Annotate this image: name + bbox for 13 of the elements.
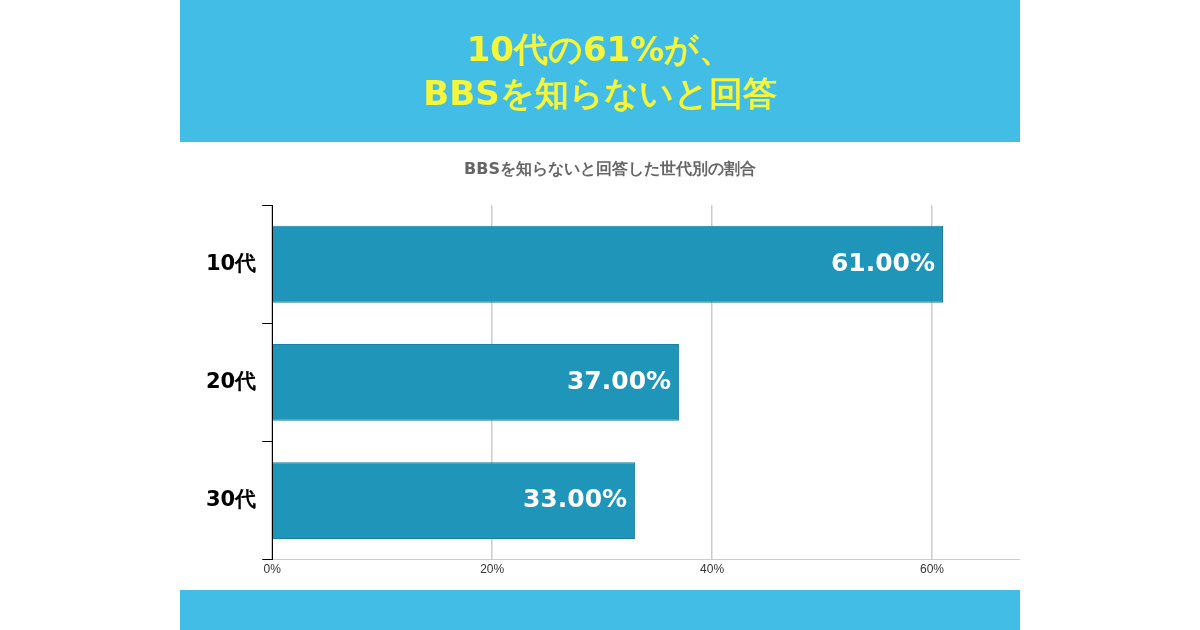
y-tick-label: 30代 xyxy=(205,486,257,511)
y-tick-label: 10代 xyxy=(205,250,257,275)
x-tick-label: 60% xyxy=(920,562,945,577)
chart-subtitle: BBSを知らないと回答した世代別の割合 xyxy=(464,158,756,178)
x-tick-label: 40% xyxy=(700,562,725,577)
y-tick-label: 20代 xyxy=(205,368,257,393)
x-tick-label: 0% xyxy=(263,562,282,577)
header-banner: 10代の61%が、 BBSを知らないと回答 xyxy=(180,0,1020,142)
data-label: 33.00% xyxy=(522,484,628,514)
data-label: 37.00% xyxy=(566,365,672,395)
x-tick-label: 20% xyxy=(480,562,505,577)
data-label: 61.00% xyxy=(830,247,936,277)
chart-title: 10代の61%が、 BBSを知らないと回答 xyxy=(422,28,778,115)
